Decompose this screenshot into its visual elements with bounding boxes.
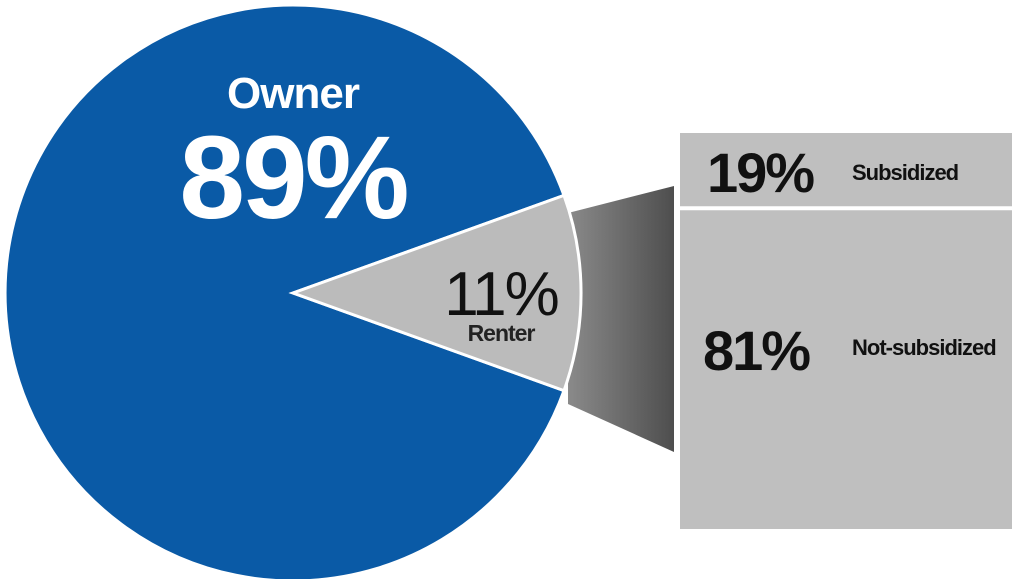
not-subsidized-label: Not-subsidized [852,335,996,360]
owner-slice-value: 89% [179,112,406,244]
bar-segment-subsidized [680,133,1012,209]
subsidized-label: Subsidized [852,160,958,185]
pie-slice-renter [288,193,583,393]
bar-segment-not-subsidized [680,208,1012,530]
owner-slice-label: Owner [227,69,360,118]
breakdown-connector [568,186,674,452]
renter-slice-label: Renter [468,320,536,346]
pie-slice-owner [3,3,566,579]
not-subsidized-value: 81% [703,319,810,382]
subsidized-value: 19% [707,141,814,204]
renter-slice-value: 11% [444,260,558,329]
